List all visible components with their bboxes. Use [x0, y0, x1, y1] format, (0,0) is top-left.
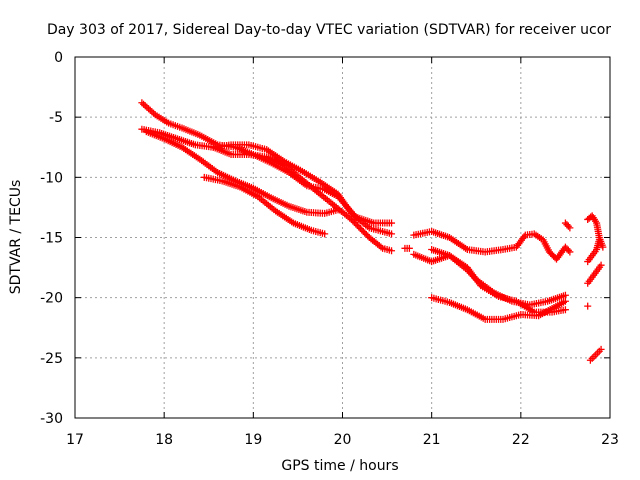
series-track-d: [209, 143, 396, 255]
series-track-j: [561, 219, 574, 232]
data-point: [321, 230, 329, 238]
data-point: [561, 306, 569, 314]
series-track-b: [138, 125, 396, 238]
y-tick-label: -30: [40, 411, 63, 427]
series-track-m: [584, 261, 605, 287]
x-tick-label: 17: [66, 432, 84, 448]
data-point: [564, 246, 572, 254]
data-point: [140, 100, 148, 108]
data-point: [561, 291, 569, 299]
y-tick-label: 0: [54, 50, 63, 66]
x-tick-label: 23: [601, 432, 619, 448]
x-tick-label: 19: [244, 432, 262, 448]
x-tick-label: 20: [334, 432, 352, 448]
data-point: [405, 244, 413, 252]
y-tick-label: -20: [40, 291, 63, 307]
data-point: [377, 243, 385, 251]
y-tick-label: -15: [40, 231, 63, 247]
series-track-p: [401, 244, 413, 252]
data-point: [566, 248, 574, 256]
x-tick-label: 21: [423, 432, 441, 448]
series-track-c: [142, 128, 342, 217]
data-point: [597, 261, 605, 269]
x-axis-label: GPS time / hours: [281, 458, 398, 474]
ticks: 17 18 19 20 21 22 23 0 -5 -10 -15 -20 -25 -30: [40, 50, 619, 448]
data-point: [150, 109, 158, 117]
data-point: [595, 236, 603, 244]
data-point: [148, 108, 156, 116]
data-point: [561, 297, 569, 305]
series-track-n: [586, 345, 605, 364]
data-point: [388, 219, 396, 227]
x-tick-label: 22: [512, 432, 530, 448]
series-track-k: [584, 212, 607, 251]
data-point: [146, 106, 154, 114]
series-track-a: [138, 99, 396, 227]
data-point: [143, 103, 151, 111]
data-point: [597, 345, 605, 353]
data-point: [564, 222, 572, 230]
series-track-f: [410, 227, 574, 263]
data-point: [141, 102, 149, 110]
data-layer: [138, 99, 607, 364]
series-track-e: [200, 173, 329, 238]
series-track-i: [428, 294, 569, 323]
series-track-l: [584, 236, 603, 266]
data-point: [388, 247, 396, 255]
data-point: [145, 105, 153, 113]
data-point: [138, 99, 146, 107]
chart-title: Day 303 of 2017, Sidereal Day-to-day VTE…: [47, 22, 611, 38]
data-point: [566, 224, 574, 232]
x-tick-label: 18: [155, 432, 173, 448]
data-point: [388, 230, 396, 238]
y-tick-label: -5: [49, 110, 63, 126]
data-point: [584, 302, 592, 310]
y-tick-label: -10: [40, 170, 63, 186]
y-tick-label: -25: [40, 351, 63, 367]
series-track-o: [584, 302, 592, 310]
y-axis-label: SDTVAR / TECUs: [8, 180, 24, 295]
